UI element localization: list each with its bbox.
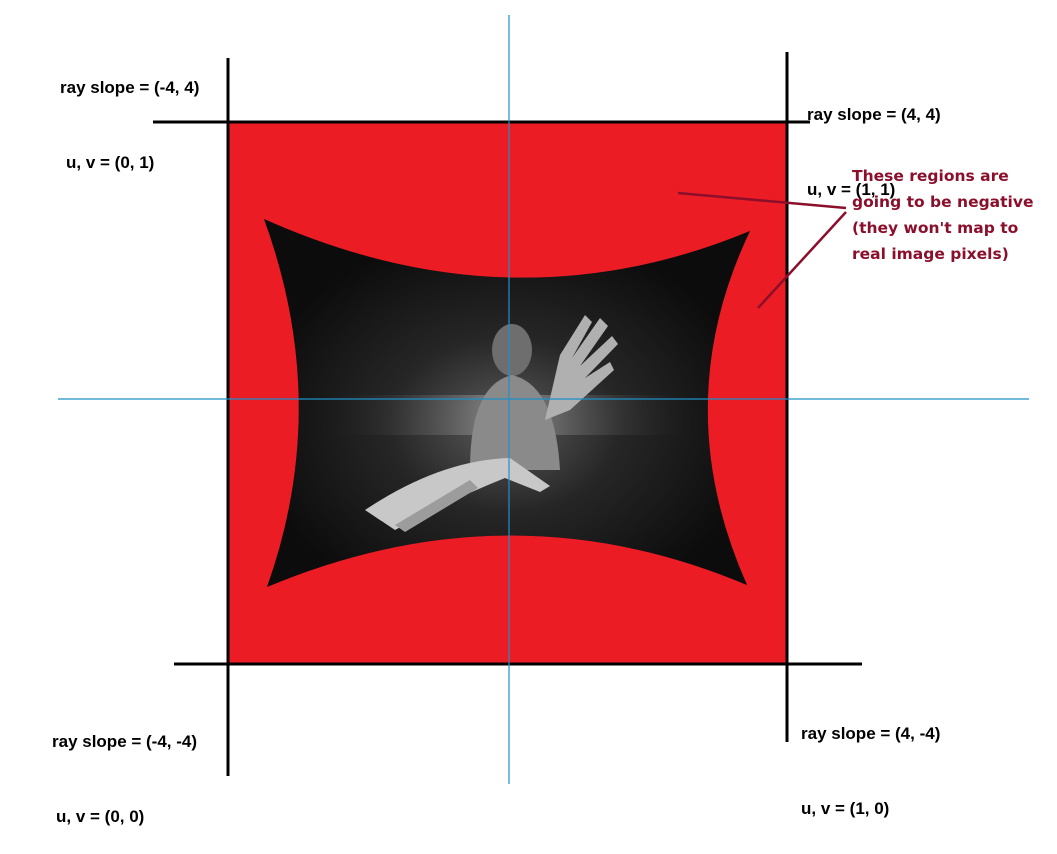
note-line-4: real image pixels) (852, 245, 1009, 263)
corner-slope-bottom-left: ray slope = (-4, -4) (52, 732, 198, 751)
corner-uv-top-right: u, v = (1, 1) (807, 180, 896, 199)
negative-region-note: These regions are going to be negative (… (852, 163, 1057, 267)
note-line-3: (they won't map to (852, 219, 1019, 237)
pointer-top (677, 191, 847, 210)
pointer-right (757, 211, 847, 309)
note-line-1: These regions are (852, 167, 1009, 185)
corner-slope-bottom-right: ray slope = (4, -4) (801, 724, 941, 743)
corner-label-top-left: ray slope = (-4, 4) u, v = (0, 1) (60, 25, 199, 200)
center-axes (58, 15, 1029, 784)
corner-slope-top-left: ray slope = (-4, 4) (60, 78, 200, 97)
corner-uv-top-left: u, v = (0, 1) (66, 153, 155, 172)
corner-uv-bottom-left: u, v = (0, 0) (56, 807, 145, 826)
annotation-pointers (677, 191, 847, 309)
uv-mapping-diagram (58, 15, 1029, 784)
note-line-2: going to be negative (852, 193, 1034, 211)
corner-uv-bottom-right: u, v = (1, 0) (801, 799, 890, 818)
camera-photo (264, 219, 750, 587)
corner-label-top-right: ray slope = (4, 4) u, v = (1, 1) (807, 52, 941, 227)
corner-label-bottom-left: ray slope = (-4, -4) u, v = (0, 0) (52, 679, 197, 854)
corner-slope-top-right: ray slope = (4, 4) (807, 105, 941, 124)
corner-label-bottom-right: ray slope = (4, -4) u, v = (1, 0) (801, 671, 940, 846)
frame-lines (153, 52, 862, 776)
